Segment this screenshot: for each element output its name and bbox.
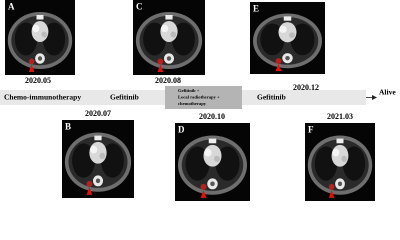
ct-image-e [250, 2, 325, 74]
phase-box [165, 86, 242, 109]
ct-image-a [5, 0, 75, 75]
figure: A B C D E F 2020.05 2020.07 2020.08 2020… [0, 0, 396, 201]
date: 2021.03 [327, 112, 353, 121]
ct-image-c [133, 0, 205, 75]
phase-label: Chemo-immunotherapy [4, 93, 81, 102]
panel-label: A [8, 1, 15, 11]
phase-label: Gefitinib + [178, 88, 200, 93]
date: 2020.05 [25, 76, 51, 85]
ct-image-b [62, 120, 134, 198]
phase-label: chemotherapy [178, 101, 207, 106]
date: 2020.12 [293, 83, 319, 92]
ct-image-f [305, 123, 375, 201]
panel-label: C [136, 1, 143, 11]
date: 2020.08 [155, 76, 181, 85]
panel-label: D [178, 124, 185, 134]
timeline-arrowhead [372, 95, 377, 100]
panel-label: E [253, 3, 259, 13]
phase-label: Gefitinib [110, 93, 139, 102]
phase-label: Local radiotherapy + [178, 95, 220, 100]
panel-label: F [308, 124, 314, 134]
phase-label: Gefitinib [257, 93, 286, 102]
date: 2020.07 [85, 109, 111, 118]
date: 2020.10 [199, 112, 225, 121]
panel-label: B [65, 121, 71, 131]
ct-image-d [175, 123, 250, 201]
outcome-label: Alive [379, 88, 396, 97]
page: A B C D E F 2020.05 2020.07 2020.08 2020… [0, 0, 397, 201]
